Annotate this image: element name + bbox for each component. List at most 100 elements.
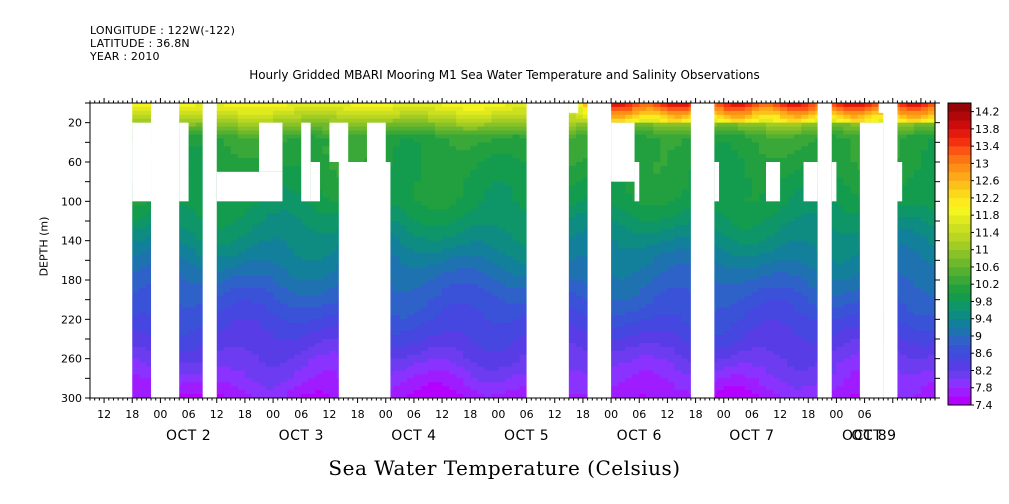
field-cell xyxy=(343,106,352,112)
field-cell xyxy=(237,307,246,313)
field-cell xyxy=(484,291,492,297)
field-cell xyxy=(498,268,507,273)
field-cell xyxy=(357,118,366,124)
field-cell xyxy=(442,154,450,159)
field-cell xyxy=(315,346,323,352)
field-cell xyxy=(244,142,253,147)
field-cell xyxy=(237,287,246,293)
field-cell xyxy=(413,358,422,364)
field-cell xyxy=(294,142,302,147)
field-cell xyxy=(259,276,267,281)
field-cell xyxy=(399,236,408,242)
field-cell xyxy=(463,264,471,269)
field-cell xyxy=(406,323,415,328)
field-cell xyxy=(259,339,267,344)
field-cell xyxy=(181,264,190,269)
field-cell xyxy=(188,260,197,265)
field-cell xyxy=(244,221,253,226)
field-cell xyxy=(477,158,485,163)
field-cell xyxy=(294,130,302,136)
field-cell xyxy=(385,118,394,124)
field-cell xyxy=(392,122,401,128)
field-cell xyxy=(406,303,415,309)
field-cell xyxy=(237,390,246,395)
field-cell xyxy=(287,213,295,218)
field-cell xyxy=(392,390,401,395)
field-cell xyxy=(188,189,197,195)
field-cell xyxy=(139,346,147,352)
field-cell xyxy=(519,110,528,116)
field-cell xyxy=(251,134,260,139)
field-cell xyxy=(216,146,225,151)
field-cell xyxy=(456,307,464,313)
field-cell xyxy=(477,205,485,210)
field-cell xyxy=(259,342,267,348)
field-cell xyxy=(491,339,500,344)
field-cell xyxy=(470,134,478,139)
field-cell xyxy=(491,374,500,379)
field-cell xyxy=(519,165,528,171)
field-cell xyxy=(329,256,338,261)
field-cell xyxy=(442,177,450,183)
field-cell xyxy=(294,197,302,202)
field-cell xyxy=(280,185,288,191)
field-cell xyxy=(399,283,408,289)
field-cell xyxy=(329,244,338,250)
field-cell xyxy=(470,169,478,175)
field-cell xyxy=(329,287,338,293)
field-cell xyxy=(237,374,246,379)
field-cell xyxy=(463,370,471,375)
field-cell xyxy=(294,291,302,297)
field-cell xyxy=(308,291,316,297)
field-cell xyxy=(244,386,253,391)
field-cell xyxy=(287,339,295,344)
field-cell xyxy=(315,130,323,136)
field-cell xyxy=(498,150,507,155)
field-cell xyxy=(505,315,514,320)
field-cell xyxy=(392,165,401,171)
field-cell xyxy=(294,193,302,198)
field-cell xyxy=(287,283,295,289)
field-cell xyxy=(244,354,253,360)
field-cell xyxy=(181,315,190,320)
field-cell xyxy=(188,299,197,305)
field-cell xyxy=(223,342,232,348)
field-cell xyxy=(505,134,514,139)
field-cell xyxy=(505,103,514,108)
field-cell xyxy=(251,201,260,206)
field-cell xyxy=(505,362,514,368)
field-cell xyxy=(456,130,464,136)
field-cell xyxy=(230,232,239,238)
field-cell xyxy=(413,240,422,246)
field-cell xyxy=(280,146,288,151)
field-cell xyxy=(195,272,204,277)
field-cell xyxy=(498,236,507,242)
field-cell xyxy=(392,307,401,313)
field-cell xyxy=(484,319,492,324)
field-cell xyxy=(322,276,331,281)
field-cell xyxy=(259,244,267,250)
field-cell xyxy=(491,169,500,175)
field-cell xyxy=(244,256,253,261)
field-cell xyxy=(146,311,154,316)
field-cell xyxy=(428,244,436,250)
field-cell xyxy=(420,221,429,226)
field-cell xyxy=(132,256,140,261)
field-cell xyxy=(420,362,429,368)
field-cell xyxy=(442,130,450,136)
field-cell xyxy=(195,323,204,328)
field-cell xyxy=(132,386,140,391)
field-cell xyxy=(505,366,514,372)
field-cell xyxy=(498,291,507,297)
field-cell xyxy=(449,162,457,167)
field-cell xyxy=(449,209,457,214)
field-cell xyxy=(266,252,274,257)
field-cell xyxy=(399,224,408,230)
field-cell xyxy=(420,244,429,250)
field-cell xyxy=(428,232,436,238)
field-cell xyxy=(223,209,232,214)
field-cell xyxy=(315,114,323,120)
field-cell xyxy=(132,103,140,108)
field-cell xyxy=(139,386,147,391)
field-cell xyxy=(449,177,457,183)
